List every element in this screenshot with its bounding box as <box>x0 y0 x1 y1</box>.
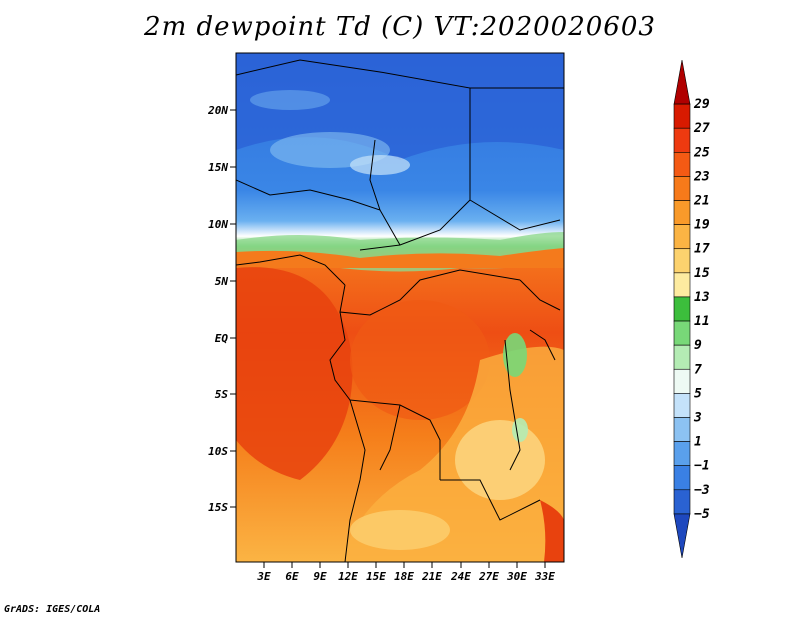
colorbar-label: 11 <box>694 314 710 329</box>
colorbar-swatch <box>673 59 691 105</box>
colorbar-label: 13 <box>694 290 710 305</box>
colorbar-swatch <box>673 200 691 225</box>
colorbar-swatch <box>673 344 691 370</box>
colorbar-swatch <box>673 103 691 129</box>
colorbar-swatch <box>673 489 691 515</box>
dewpoint-field <box>236 53 564 562</box>
colorbar-swatch <box>673 296 691 322</box>
colorbar-swatch <box>673 152 691 177</box>
lat-label: EQ <box>215 332 229 345</box>
colorbar-label: 3 <box>693 410 702 425</box>
colorbar-swatch <box>673 248 691 274</box>
lat-label: 15S <box>208 501 228 514</box>
lon-label: 12E <box>338 570 358 583</box>
lat-label: 15N <box>208 161 228 174</box>
lon-label: 15E <box>366 570 386 583</box>
colorbar-swatch <box>673 320 691 346</box>
colorbar-swatch <box>673 393 691 418</box>
colorbar-swatch <box>673 417 691 442</box>
colorbar-label: −1 <box>694 459 710 474</box>
lon-label: 6E <box>285 570 299 583</box>
colorbar-label: 9 <box>694 338 702 353</box>
colorbar-swatch <box>673 441 691 466</box>
lon-label: 24E <box>450 570 471 583</box>
lat-label: 20N <box>207 104 228 117</box>
lon-label: 27E <box>478 570 499 583</box>
longitude-axis: 3E 6E 9E 12E 15E 18E 21E 24E 27E 30E 33E <box>256 562 555 583</box>
lon-label: 21E <box>421 570 442 583</box>
colorbar: 29 27 25 23 21 19 17 15 13 11 9 7 5 3 1 −1 −3 −5 <box>673 59 710 559</box>
colorbar-swatch <box>673 272 691 298</box>
map-title: 2m dewpoint Td (C) VT:2020020603 <box>144 12 656 42</box>
grads-credit: GrADS: IGES/COLA <box>4 604 101 615</box>
colorbar-swatch <box>673 127 691 153</box>
country-borders <box>236 59 564 562</box>
lat-label: 10N <box>208 218 228 231</box>
colorbar-label: 29 <box>693 97 710 112</box>
map-frame <box>235 52 565 563</box>
lon-label: 9E <box>313 570 327 583</box>
lon-label: 18E <box>394 570 414 583</box>
colorbar-label: 23 <box>693 169 710 184</box>
colorbar-label: 19 <box>694 218 710 233</box>
lat-label: 10S <box>208 445 228 458</box>
colorbar-swatch <box>673 224 691 250</box>
lon-label: 30E <box>506 570 527 583</box>
colorbar-label: 15 <box>694 266 710 281</box>
lon-label: 33E <box>534 570 555 583</box>
lat-label: 5N <box>215 275 229 288</box>
colorbar-label: 5 <box>694 386 702 401</box>
colorbar-swatch <box>673 368 691 394</box>
colorbar-swatch <box>673 513 691 559</box>
colorbar-swatch <box>673 176 691 201</box>
lon-label: 3E <box>256 570 271 583</box>
colorbar-label: 1 <box>694 435 702 450</box>
lat-label: 5S <box>215 388 229 401</box>
colorbar-label: −3 <box>694 483 710 498</box>
colorbar-label: 7 <box>694 362 702 377</box>
colorbar-label: 27 <box>693 121 710 136</box>
latitude-axis: 20N 15N 10N 5N EQ 5S 10S 15S <box>207 104 236 514</box>
colorbar-label: 25 <box>693 145 710 160</box>
colorbar-label: 21 <box>693 194 710 209</box>
colorbar-swatch <box>673 465 691 491</box>
colorbar-label: 17 <box>694 242 710 257</box>
colorbar-label: −5 <box>694 507 710 522</box>
